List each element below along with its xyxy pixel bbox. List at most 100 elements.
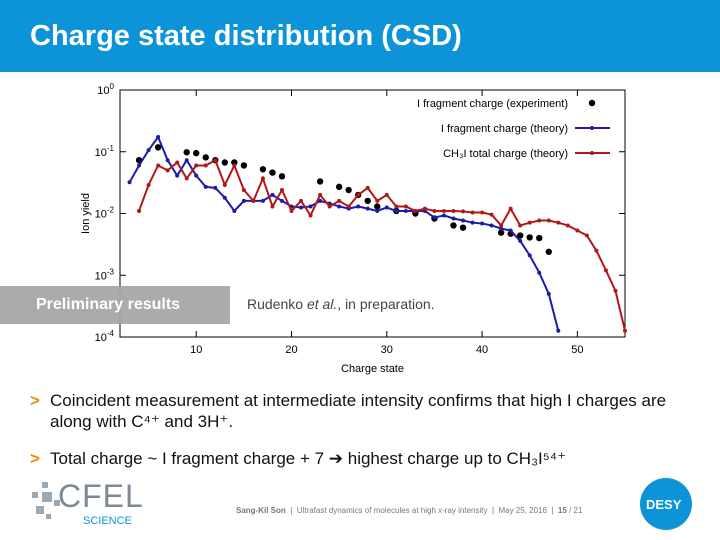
data-point bbox=[575, 228, 580, 233]
data-point bbox=[203, 184, 208, 189]
legend-marker bbox=[588, 99, 596, 107]
y-tick-label: 100 bbox=[97, 82, 114, 97]
data-point bbox=[165, 158, 170, 163]
y-tick-base: 10 bbox=[95, 147, 107, 159]
data-point bbox=[346, 204, 351, 209]
data-point bbox=[289, 208, 294, 213]
data-point bbox=[364, 197, 371, 205]
data-point bbox=[394, 208, 399, 213]
data-point bbox=[384, 192, 389, 197]
x-tick-label: 10 bbox=[190, 344, 202, 356]
data-point bbox=[184, 176, 189, 181]
data-point bbox=[527, 253, 532, 258]
data-point bbox=[518, 223, 523, 228]
data-point bbox=[127, 180, 132, 185]
data-point bbox=[232, 208, 237, 213]
data-point bbox=[403, 204, 408, 209]
data-point bbox=[241, 198, 246, 203]
data-point bbox=[461, 218, 466, 223]
data-point bbox=[623, 328, 627, 333]
data-point bbox=[536, 234, 543, 242]
data-point bbox=[546, 218, 551, 223]
data-point bbox=[375, 198, 380, 203]
y-tick-exp: -2 bbox=[107, 206, 115, 215]
bullet-text: Coincident measurement at intermediate i… bbox=[50, 391, 667, 431]
data-point bbox=[432, 208, 437, 213]
data-point bbox=[594, 248, 599, 253]
footer: Sang-Kil Son | Ultrafast dynamics of mol… bbox=[236, 506, 583, 515]
data-point bbox=[441, 208, 446, 213]
data-point bbox=[545, 248, 552, 255]
y-tick-base: 10 bbox=[95, 332, 107, 344]
data-point bbox=[508, 228, 513, 233]
data-point bbox=[527, 220, 532, 225]
data-point bbox=[193, 149, 200, 157]
y-tick-base: 10 bbox=[97, 85, 109, 97]
bullet: > Coincident measurement at intermediate … bbox=[30, 391, 667, 431]
data-point bbox=[565, 223, 570, 228]
data-point bbox=[232, 163, 237, 168]
logo-text: CFEL bbox=[58, 478, 144, 514]
data-point bbox=[480, 221, 485, 226]
data-point bbox=[318, 198, 323, 203]
footer-page: 15 bbox=[557, 506, 567, 515]
data-point bbox=[451, 208, 456, 213]
data-point bbox=[516, 232, 524, 239]
data-point bbox=[202, 154, 209, 161]
data-point bbox=[470, 210, 475, 215]
data-point bbox=[308, 204, 313, 209]
data-point bbox=[251, 198, 256, 203]
data-point bbox=[499, 226, 504, 231]
data-point bbox=[222, 195, 227, 200]
y-tick-label: 10-3 bbox=[95, 267, 115, 282]
data-point bbox=[613, 288, 618, 293]
data-point bbox=[279, 198, 284, 203]
x-tick-label: 50 bbox=[571, 344, 583, 356]
data-point bbox=[240, 162, 248, 169]
y-tick-label: 10-2 bbox=[95, 206, 115, 221]
data-point bbox=[270, 204, 275, 209]
data-point bbox=[194, 173, 199, 178]
data-point bbox=[184, 158, 189, 163]
legend-label: I fragment charge (theory) bbox=[441, 123, 568, 135]
data-point bbox=[356, 192, 361, 197]
data-point bbox=[231, 159, 238, 166]
x-tick-label: 20 bbox=[285, 344, 297, 356]
data-point bbox=[203, 163, 208, 168]
data-point bbox=[480, 210, 485, 215]
data-point bbox=[213, 158, 218, 163]
data-point bbox=[537, 218, 542, 223]
data-point bbox=[489, 212, 494, 217]
y-axis-label: Ion yield bbox=[80, 193, 92, 234]
badge-text: Preliminary results bbox=[36, 296, 181, 313]
data-point bbox=[422, 206, 427, 211]
data-point bbox=[278, 173, 286, 180]
data-point bbox=[365, 185, 370, 190]
data-point bbox=[221, 159, 229, 166]
data-point bbox=[165, 168, 170, 173]
bullet: > Total charge ~ I fragment charge + 7 ➔ … bbox=[30, 449, 567, 468]
data-point bbox=[432, 215, 437, 220]
x-axis-label: Charge state bbox=[341, 363, 404, 375]
legend-label: I fragment charge (experiment) bbox=[417, 98, 568, 110]
logo-cfel: CFEL SCIENCE bbox=[28, 478, 143, 533]
data-point bbox=[260, 198, 265, 203]
data-point bbox=[461, 209, 466, 214]
y-tick-base: 10 bbox=[95, 270, 107, 282]
y-tick-exp: 0 bbox=[110, 82, 115, 91]
data-point bbox=[356, 204, 361, 209]
data-point bbox=[241, 188, 246, 193]
data-point bbox=[403, 208, 408, 213]
series-line bbox=[128, 135, 560, 332]
x-tick-label: 40 bbox=[476, 344, 488, 356]
data-point bbox=[335, 183, 343, 191]
data-point bbox=[508, 206, 513, 211]
data-point bbox=[441, 213, 446, 218]
data-point bbox=[146, 148, 151, 153]
y-tick-label: 10-1 bbox=[95, 144, 115, 159]
data-point bbox=[499, 223, 504, 228]
logo-text: DESY bbox=[646, 497, 682, 512]
data-point bbox=[327, 204, 332, 209]
